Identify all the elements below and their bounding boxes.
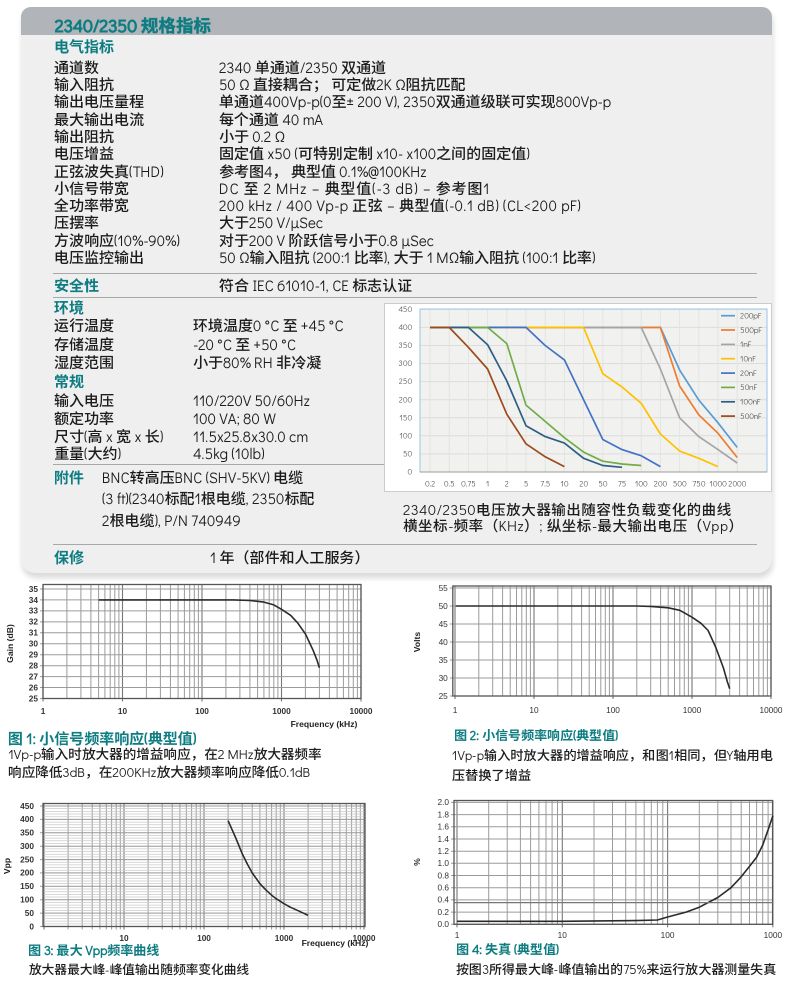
- svg-text:29: 29: [29, 650, 39, 660]
- svg-text:1nF: 1nF: [740, 339, 752, 350]
- svg-text:28: 28: [29, 661, 39, 671]
- svg-text:55: 55: [439, 583, 449, 593]
- svg-text:10: 10: [529, 705, 539, 715]
- svg-text:500nF: 500nF: [740, 411, 762, 422]
- svg-text:2000: 2000: [728, 479, 746, 490]
- svg-text:31: 31: [29, 628, 39, 638]
- svg-text:50nF: 50nF: [740, 382, 758, 393]
- svg-text:1.0: 1.0: [437, 858, 449, 868]
- svg-text:50: 50: [439, 601, 449, 611]
- svg-text:0.75: 0.75: [461, 479, 476, 490]
- svg-text:10000: 10000: [352, 933, 375, 943]
- svg-text:1.2: 1.2: [437, 846, 449, 856]
- svg-text:75: 75: [618, 479, 627, 490]
- svg-text:0.6: 0.6: [437, 883, 449, 893]
- svg-text:1000: 1000: [764, 930, 783, 940]
- svg-text:0.2: 0.2: [437, 907, 449, 917]
- svg-text:1: 1: [453, 705, 458, 715]
- svg-text:50: 50: [25, 908, 35, 918]
- svg-text:1: 1: [486, 479, 489, 490]
- svg-text:7.5: 7.5: [540, 479, 550, 490]
- svg-text:100: 100: [20, 895, 34, 905]
- svg-text:1.8: 1.8: [437, 809, 449, 819]
- svg-text:400: 400: [20, 814, 34, 824]
- svg-text:30: 30: [439, 673, 449, 683]
- svg-text:35: 35: [29, 584, 39, 594]
- svg-text:100: 100: [661, 930, 675, 940]
- svg-text:20nF: 20nF: [740, 368, 757, 379]
- svg-text:200: 200: [654, 479, 667, 490]
- svg-text:50: 50: [403, 449, 412, 460]
- svg-text:2.0: 2.0: [437, 797, 449, 807]
- svg-text:200: 200: [20, 868, 34, 878]
- svg-text:Gain (dB): Gain (dB): [5, 624, 15, 663]
- svg-text:1000: 1000: [709, 479, 726, 490]
- svg-text:1000: 1000: [275, 933, 294, 943]
- svg-text:10000: 10000: [349, 706, 372, 716]
- svg-text:200: 200: [399, 394, 412, 405]
- svg-text:30: 30: [29, 639, 39, 649]
- svg-text:0: 0: [29, 921, 34, 931]
- svg-text:0.2: 0.2: [425, 479, 435, 490]
- svg-text:150: 150: [20, 881, 34, 891]
- svg-text:100nF: 100nF: [740, 397, 761, 408]
- svg-text:10: 10: [119, 933, 129, 943]
- svg-text:20: 20: [579, 479, 588, 490]
- svg-text:33: 33: [29, 606, 39, 616]
- svg-text:40: 40: [439, 637, 449, 647]
- svg-text:150: 150: [399, 412, 412, 423]
- svg-text:250: 250: [399, 376, 412, 387]
- svg-text:0.5: 0.5: [444, 479, 455, 490]
- svg-text:5: 5: [524, 479, 529, 490]
- svg-text:45: 45: [439, 619, 449, 629]
- svg-text:100: 100: [606, 705, 620, 715]
- svg-text:100: 100: [399, 430, 412, 441]
- svg-text:32: 32: [29, 617, 39, 627]
- svg-text:1.4: 1.4: [437, 834, 449, 844]
- svg-text:100: 100: [195, 706, 209, 716]
- svg-text:350: 350: [20, 828, 34, 838]
- svg-text:450: 450: [398, 304, 412, 315]
- svg-text:2: 2: [505, 479, 509, 490]
- svg-text:100: 100: [635, 479, 648, 490]
- svg-text:300: 300: [20, 841, 34, 851]
- svg-text:%: %: [412, 858, 422, 866]
- svg-text:Frequency (kHz): Frequency (kHz): [302, 938, 369, 948]
- svg-text:27: 27: [29, 671, 39, 681]
- svg-text:0.4: 0.4: [437, 895, 449, 905]
- svg-text:34: 34: [29, 595, 39, 605]
- svg-text:0.0: 0.0: [437, 919, 449, 929]
- svg-text:500: 500: [673, 479, 687, 490]
- svg-text:25: 25: [439, 691, 449, 701]
- svg-text:10: 10: [558, 930, 568, 940]
- svg-text:300: 300: [398, 358, 412, 369]
- svg-text:500pF: 500pF: [740, 325, 762, 336]
- svg-text:10: 10: [118, 706, 128, 716]
- svg-text:350: 350: [398, 340, 412, 351]
- svg-text:100: 100: [197, 933, 211, 943]
- svg-text:1: 1: [41, 706, 46, 716]
- svg-text:0: 0: [407, 467, 412, 478]
- svg-text:Frequency (kHz): Frequency (kHz): [291, 719, 358, 729]
- svg-text:10: 10: [560, 479, 568, 490]
- svg-text:750: 750: [692, 479, 705, 490]
- svg-text:10nF: 10nF: [740, 354, 756, 365]
- svg-text:26: 26: [29, 682, 39, 692]
- svg-text:1000: 1000: [683, 705, 702, 715]
- svg-text:1000: 1000: [272, 706, 291, 716]
- svg-text:200pF: 200pF: [740, 311, 762, 322]
- svg-text:Volts: Volts: [412, 632, 422, 653]
- svg-text:10000: 10000: [759, 705, 782, 715]
- svg-text:Vpp: Vpp: [2, 858, 12, 874]
- svg-text:1.6: 1.6: [437, 822, 449, 832]
- svg-text:0.8: 0.8: [437, 870, 449, 880]
- svg-text:25: 25: [29, 693, 39, 703]
- svg-text:450: 450: [20, 801, 34, 811]
- svg-text:250: 250: [20, 854, 34, 864]
- svg-text:400: 400: [398, 322, 412, 333]
- svg-text:50: 50: [598, 479, 607, 490]
- svg-text:1: 1: [455, 930, 460, 940]
- svg-text:35: 35: [439, 655, 449, 665]
